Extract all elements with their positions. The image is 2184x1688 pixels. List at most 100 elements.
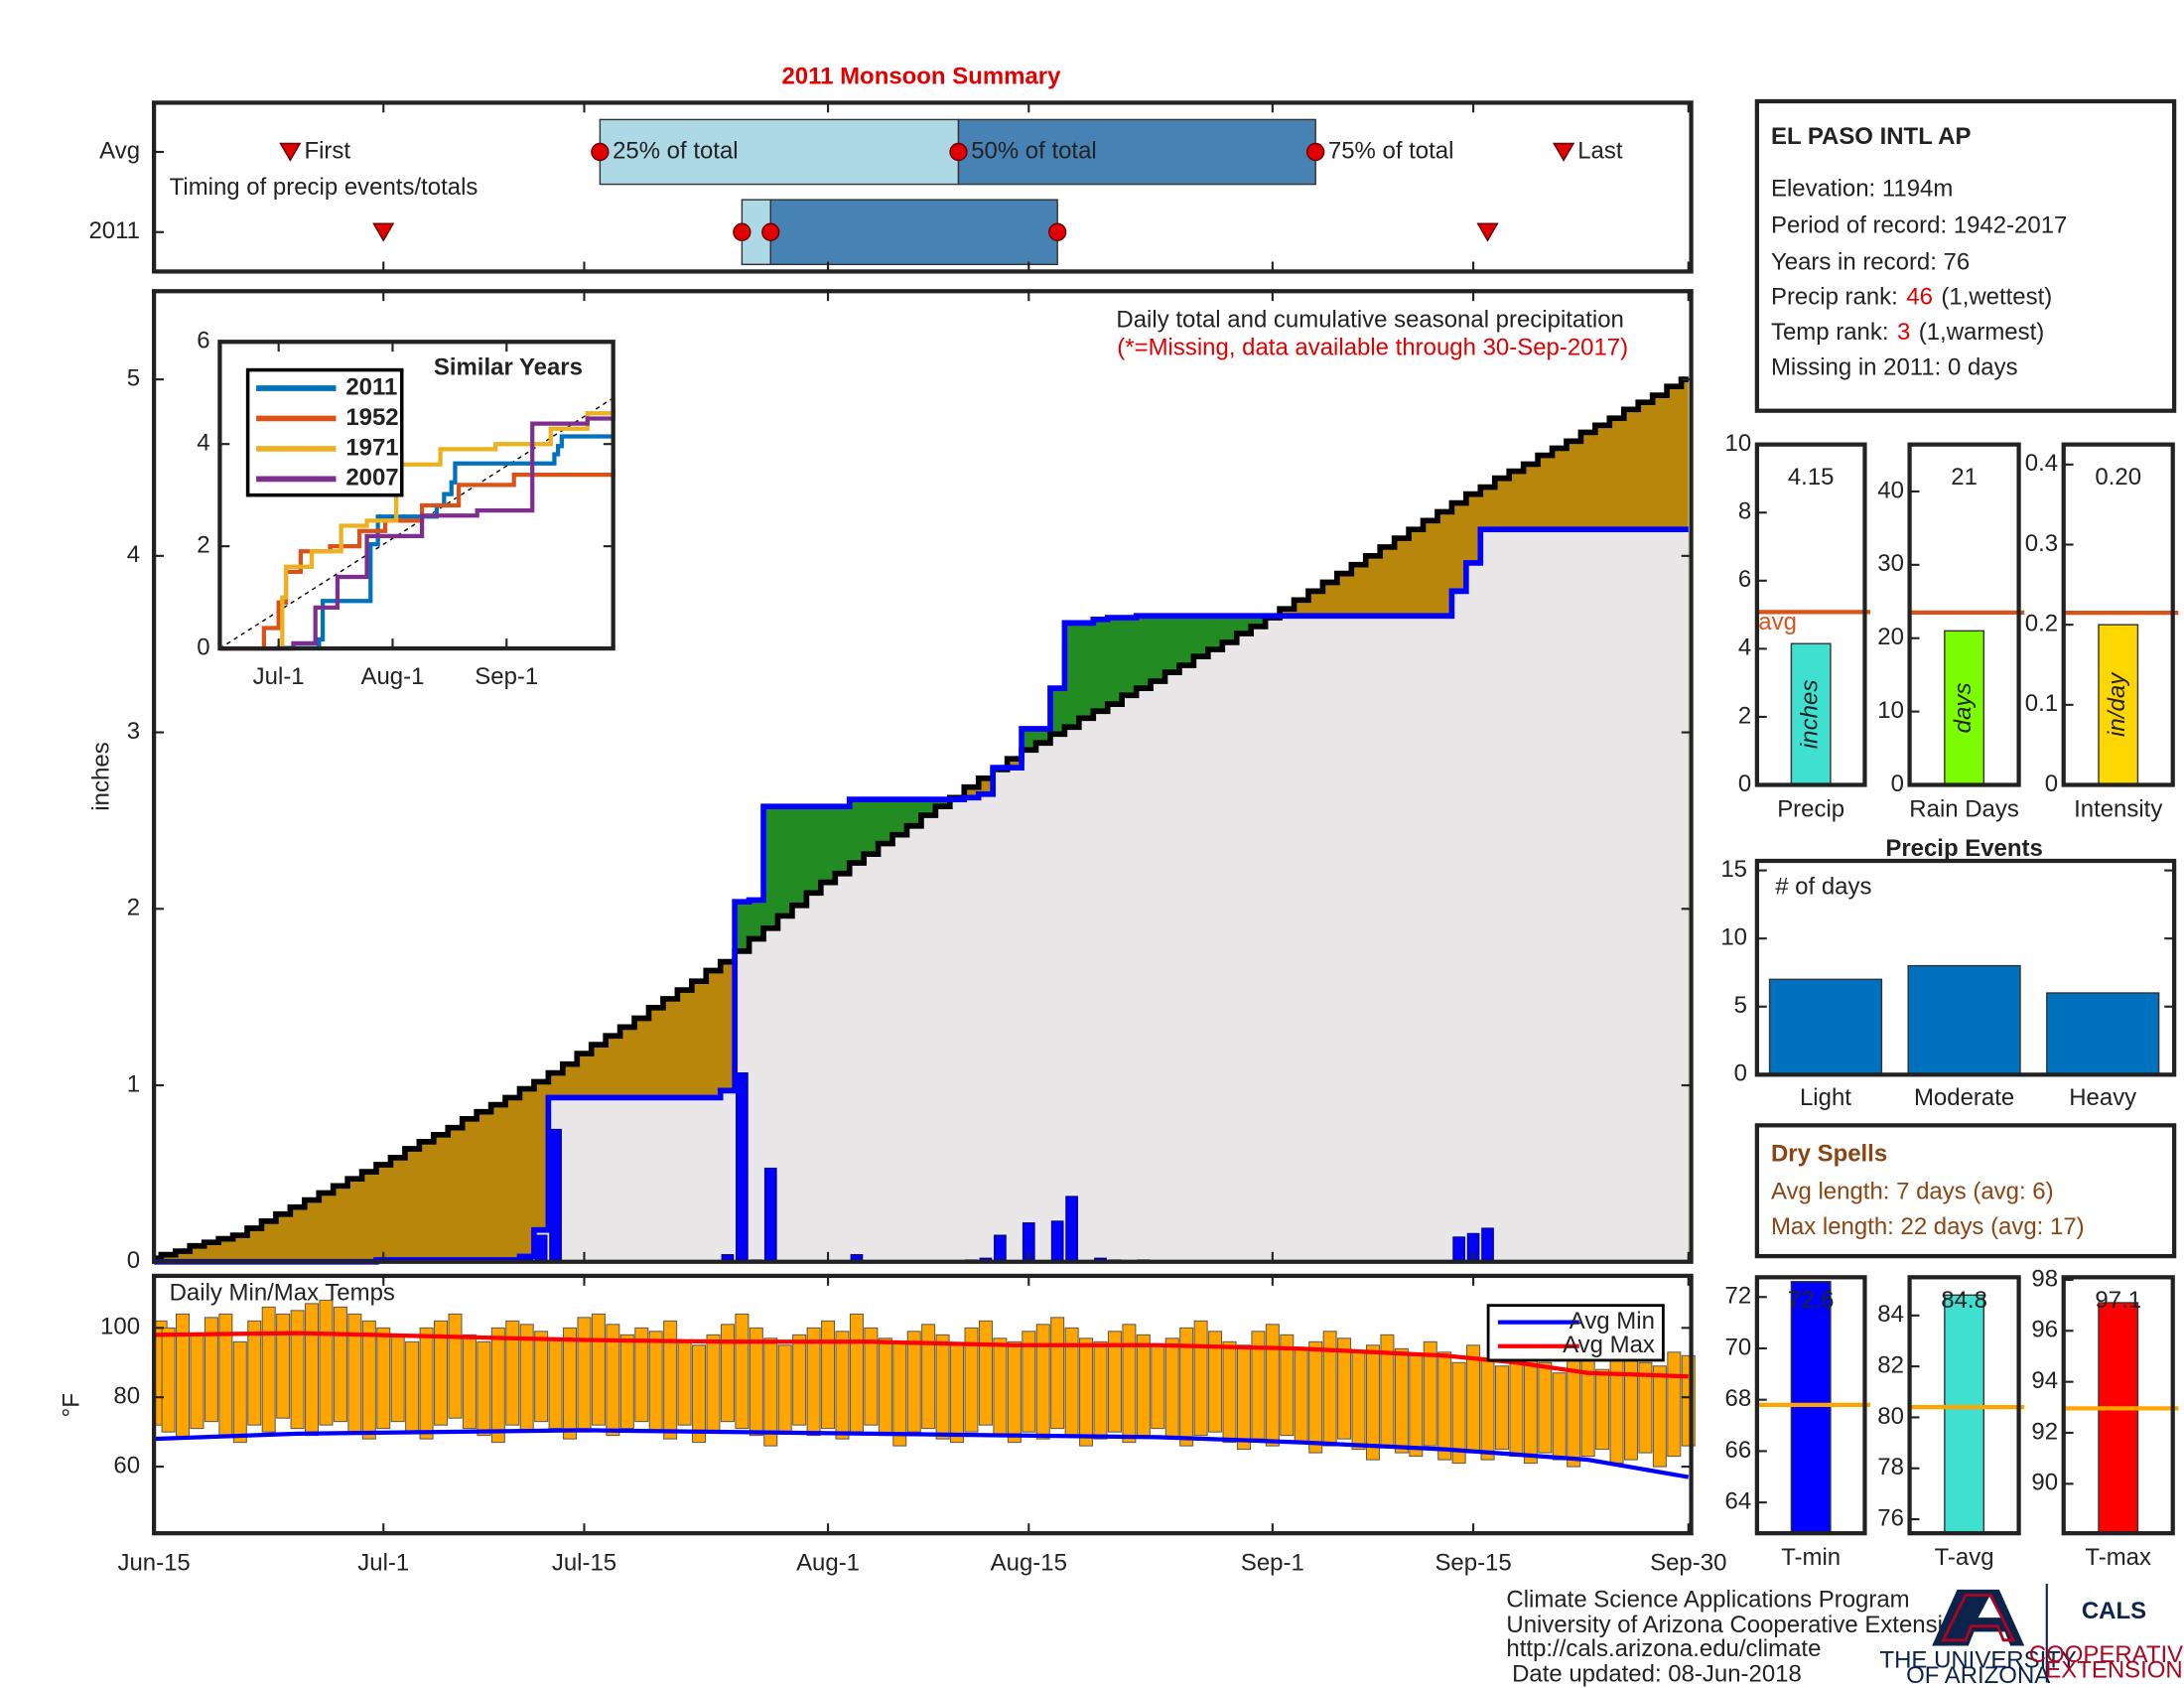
y-tick-label: 10: [1725, 430, 1752, 457]
dry-spells-box: [1754, 1123, 2177, 1259]
y-tick-label: 0: [1734, 1060, 1747, 1087]
chart-subtitle-1: Daily total and cumulative seasonal prec…: [1116, 306, 1623, 333]
average-label: avg: [1758, 609, 1797, 635]
y-tick-label: 72: [1725, 1283, 1752, 1310]
temp-bar: [663, 1320, 678, 1440]
x-tick-label: Precip: [1777, 795, 1844, 822]
temp-bar: [1136, 1334, 1151, 1437]
temp-bar: [821, 1320, 836, 1430]
station-box: [1754, 98, 2177, 413]
y-tick-label: 1: [127, 1070, 140, 1097]
y-tick-label: 2: [197, 531, 209, 558]
station-name: EL PASO INTL AP: [1771, 123, 1971, 150]
temp-bar: [1265, 1324, 1280, 1447]
temp-bar: [477, 1340, 491, 1437]
area-base: [154, 529, 1689, 1262]
temp-bar: [347, 1313, 362, 1433]
rank-label: Temp rank:: [1771, 319, 1889, 346]
dry-spells-line: Avg length: 7 days (avg: 6): [1771, 1179, 2054, 1205]
temp-bar: [490, 1327, 505, 1444]
y-tick-label: 64: [1725, 1487, 1752, 1514]
temp-bar: [434, 1320, 449, 1426]
y-tick-label: 4: [127, 541, 140, 568]
frame: [1907, 1275, 2021, 1536]
daily-bar: [549, 1128, 562, 1263]
temp-bar: [161, 1327, 176, 1433]
temp-bar: [1151, 1344, 1165, 1430]
station-line: Period of record: 1942-2017: [1771, 211, 2067, 238]
x-tick-label: T-avg: [1935, 1544, 1994, 1571]
frame: [1754, 442, 1867, 787]
bar: [2046, 992, 2160, 1076]
value-label: 4.15: [1788, 464, 1835, 491]
temp-bar: [361, 1320, 376, 1440]
average-line: [154, 1428, 1690, 1479]
temp-bar: [1107, 1331, 1122, 1433]
temp-bar: [677, 1340, 692, 1426]
annotation: # of days: [1775, 873, 1871, 900]
y-tick-label: 60: [113, 1452, 140, 1478]
temp-bar: [806, 1327, 821, 1437]
temp-bar: [1494, 1365, 1509, 1451]
timing-marker: [733, 222, 751, 241]
timing-label: 50% of total: [971, 137, 1097, 164]
y-tick-label: 30: [1877, 550, 1904, 577]
temp-bar: [906, 1331, 921, 1433]
x-tick-label: T-min: [1781, 1544, 1841, 1571]
daily-bar: [1481, 1227, 1494, 1263]
precip-rank: Precip rank: 46 (1,wettest): [1771, 284, 2052, 311]
bar: [1907, 964, 2021, 1076]
y-tick-label: 20: [1877, 624, 1904, 650]
legend-label: 2011: [345, 373, 397, 400]
temp-bar: [1652, 1365, 1667, 1468]
y-tick-label: 0: [197, 633, 209, 660]
temp-bar: [290, 1310, 305, 1430]
temp-bar: [1280, 1334, 1295, 1437]
temp-bar: [276, 1313, 291, 1419]
temp-bar: [993, 1337, 1008, 1437]
footer-line: Date updated: 08-Jun-2018: [1512, 1661, 1802, 1688]
station-line: Elevation: 1194m: [1771, 176, 1953, 203]
x-tick-label: Aug-1: [796, 1550, 860, 1577]
temp-bar: [1079, 1337, 1094, 1447]
temp-bar: [261, 1306, 276, 1433]
y-tick-label: 0.4: [2025, 450, 2058, 477]
y-tick-label: 4: [1738, 634, 1751, 661]
timing-label: First: [304, 137, 350, 164]
temp-bar: [1451, 1361, 1466, 1465]
temp-bar: [735, 1313, 750, 1430]
frame: [2061, 442, 2175, 787]
y-tick-label: 0: [2045, 771, 2058, 797]
temp-bar: [232, 1340, 247, 1444]
bar: [1944, 630, 1985, 786]
temp-bar: [333, 1306, 347, 1423]
temp-bar: [1093, 1340, 1108, 1440]
bar: [1944, 1294, 1985, 1534]
frame: [152, 100, 1694, 274]
temp-bar: [978, 1320, 993, 1426]
x-tick-label: Sep-1: [475, 663, 538, 690]
frame: [1754, 1275, 1867, 1536]
temp-bar: [548, 1337, 563, 1430]
temp-bar: [376, 1327, 391, 1430]
x-tick-label: T-max: [2085, 1544, 2151, 1571]
y-tick-label: 15: [1720, 856, 1747, 883]
y-tick-label: 40: [1877, 477, 1904, 503]
temp-bar: [1667, 1351, 1682, 1458]
temp-bar: [1423, 1340, 1437, 1447]
frame: [2061, 1275, 2175, 1536]
temp-bar: [706, 1334, 721, 1433]
temp-bar: [634, 1327, 649, 1423]
frame: [1754, 858, 2177, 1077]
legend-label: Avg Min: [1570, 1308, 1655, 1335]
timing-marker: [761, 222, 780, 241]
y-axis-label: °F: [59, 1393, 85, 1417]
temp-bar: [1538, 1361, 1553, 1454]
y-tick-label: 0.1: [2025, 690, 2058, 717]
temp-bar: [648, 1331, 663, 1433]
value-label: 21: [1951, 464, 1978, 491]
chart-subtitle-2: (*=Missing, data available through 30-Se…: [1117, 335, 1628, 361]
value-label: 84.8: [1941, 1287, 1987, 1314]
temp-bar: [563, 1327, 578, 1440]
timing-marker: [1552, 142, 1575, 162]
